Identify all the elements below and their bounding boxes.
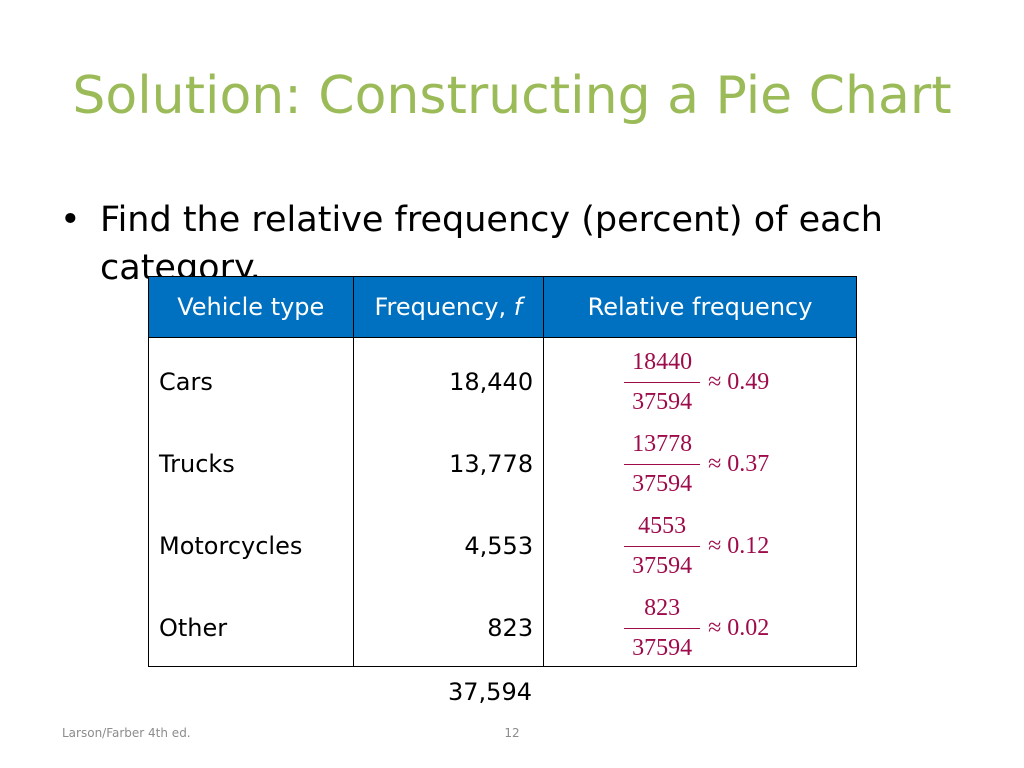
table-header-row: Vehicle type Frequency, f Relative frequ… [148,276,857,338]
fraction-numerator: 13778 [632,431,693,457]
approx-value: ≈ 0.02 [708,615,770,641]
frequency-cars: 18,440 [449,368,534,396]
approx-value: ≈ 0.37 [708,451,770,477]
slide-title: Solution: Constructing a Pie Chart [72,66,952,126]
header-frequency: Frequency, f [352,276,545,338]
fraction-bar [624,546,701,547]
frequency-column: 18,440 13,778 4,553 823 [352,337,545,667]
frequency-trucks: 13,778 [449,450,534,478]
vehicle-type-column: Cars Trucks Motorcycles Other [148,337,354,667]
vehicle-type-motorcycles: Motorcycles [159,532,303,560]
fraction: 18440 37594 [622,342,702,422]
fraction: 4553 37594 [622,506,702,586]
fraction-numerator: 18440 [632,349,693,375]
approx-value: ≈ 0.49 [708,369,770,395]
fraction-bar [624,464,701,465]
header-vehicle-type: Vehicle type [148,276,354,338]
vehicle-type-other: Other [159,614,228,642]
relative-frequency-other: 823 37594 ≈ 0.02 [544,588,856,668]
header-frequency-variable: f [513,293,523,321]
vehicle-type-trucks: Trucks [159,450,235,478]
frequency-total: 37,594 [448,678,532,706]
table-body-row: Cars Trucks Motorcycles Other 18,440 13,… [148,337,857,668]
frequency-motorcycles: 4,553 [464,532,534,560]
fraction-denominator: 37594 [632,635,693,661]
bullet-text: Find the relative frequency (percent) of… [100,200,883,288]
fraction-numerator: 823 [644,595,681,621]
fraction: 13778 37594 [622,424,702,504]
fraction: 823 37594 [622,588,702,668]
fraction-denominator: 37594 [632,553,693,579]
relative-frequency-column: 18440 37594 ≈ 0.49 13778 37594 ≈ 0.37 [543,337,857,668]
fraction-bar [624,382,701,383]
vehicle-type-cars: Cars [159,368,213,396]
bullet-icon: • [60,200,81,240]
relative-frequency-cars: 18440 37594 ≈ 0.49 [544,342,856,422]
page-number: 12 [504,726,520,740]
approx-value: ≈ 0.12 [708,533,770,559]
fraction-numerator: 4553 [638,513,687,539]
fraction-denominator: 37594 [632,389,693,415]
fraction-bar [624,628,701,629]
frequency-other: 823 [487,614,534,642]
header-frequency-label: Frequency, [374,293,514,321]
fraction-denominator: 37594 [632,471,693,497]
header-relative-frequency: Relative frequency [543,276,857,338]
footer-source: Larson/Farber 4th ed. [62,726,191,740]
relative-frequency-motorcycles: 4553 37594 ≈ 0.12 [544,506,856,586]
relative-frequency-trucks: 13778 37594 ≈ 0.37 [544,424,856,504]
frequency-table: Vehicle type Frequency, f Relative frequ… [148,276,857,667]
